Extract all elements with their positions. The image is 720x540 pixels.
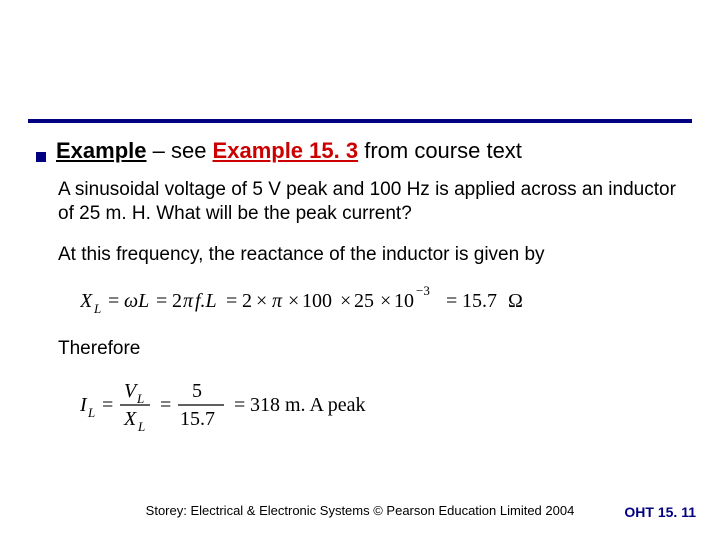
svg-text:f.L: f.L xyxy=(195,290,217,312)
content-area: Example – see Example 15. 3 from course … xyxy=(36,138,684,447)
svg-text:×: × xyxy=(340,290,351,312)
svg-text:=: = xyxy=(156,290,167,312)
svg-text:−3: −3 xyxy=(416,283,430,298)
svg-text:×: × xyxy=(288,290,299,312)
svg-text:π: π xyxy=(272,290,283,312)
bullet-icon xyxy=(36,152,46,162)
svg-text:×: × xyxy=(256,290,267,312)
heading-example-word: Example xyxy=(56,138,147,163)
svg-text:=: = xyxy=(226,290,237,312)
svg-text:X: X xyxy=(80,290,93,312)
body-block: A sinusoidal voltage of 5 V peak and 100… xyxy=(58,178,684,433)
formula-current-svg: I L = V L X L = 5 15.7 = xyxy=(80,377,480,433)
svg-text:Ω: Ω xyxy=(508,290,523,312)
slide: Example – see Example 15. 3 from course … xyxy=(0,0,720,540)
svg-text:25: 25 xyxy=(354,290,374,312)
svg-text:2: 2 xyxy=(172,290,182,312)
paragraph-reactance-intro: At this frequency, the reactance of the … xyxy=(58,243,684,267)
svg-text:100: 100 xyxy=(302,290,332,312)
paragraph-therefore: Therefore xyxy=(58,337,684,361)
svg-text:=: = xyxy=(102,394,113,416)
formula-reactance: X L = ωL = 2 π f.L = 2 × π × 100 xyxy=(80,283,684,323)
heading-text: Example – see Example 15. 3 from course … xyxy=(56,138,522,164)
svg-text:L: L xyxy=(137,419,145,433)
svg-text:π: π xyxy=(183,290,194,312)
svg-text:=: = xyxy=(234,394,245,416)
heading-dash: – see xyxy=(147,138,213,163)
svg-text:318 m. A peak: 318 m. A peak xyxy=(250,394,366,416)
heading-rest: from course text xyxy=(358,138,522,163)
svg-text:2: 2 xyxy=(242,290,252,312)
svg-text:15.7: 15.7 xyxy=(462,290,497,312)
formula-current: I L = V L X L = 5 15.7 = xyxy=(80,377,684,433)
svg-text:L: L xyxy=(136,391,144,406)
svg-text:=: = xyxy=(446,290,457,312)
heading-row: Example – see Example 15. 3 from course … xyxy=(36,138,684,164)
formula-reactance-svg: X L = ωL = 2 π f.L = 2 × π × 100 xyxy=(80,283,600,323)
svg-text:×: × xyxy=(380,290,391,312)
heading-example-ref: Example 15. 3 xyxy=(213,138,359,163)
paragraph-problem: A sinusoidal voltage of 5 V peak and 100… xyxy=(58,178,684,227)
header-divider xyxy=(28,119,692,123)
svg-text:X: X xyxy=(123,408,137,430)
svg-text:L: L xyxy=(87,405,95,420)
svg-text:=: = xyxy=(108,290,119,312)
svg-text:ωL: ωL xyxy=(124,290,149,312)
svg-text:15.7: 15.7 xyxy=(180,408,215,430)
slide-number: OHT 15. 11 xyxy=(624,504,696,520)
svg-text:=: = xyxy=(160,394,171,416)
svg-text:10: 10 xyxy=(394,290,414,312)
svg-text:L: L xyxy=(93,301,101,316)
svg-text:5: 5 xyxy=(192,380,202,402)
svg-text:I: I xyxy=(80,394,88,416)
footer-credit: Storey: Electrical & Electronic Systems … xyxy=(0,503,720,518)
